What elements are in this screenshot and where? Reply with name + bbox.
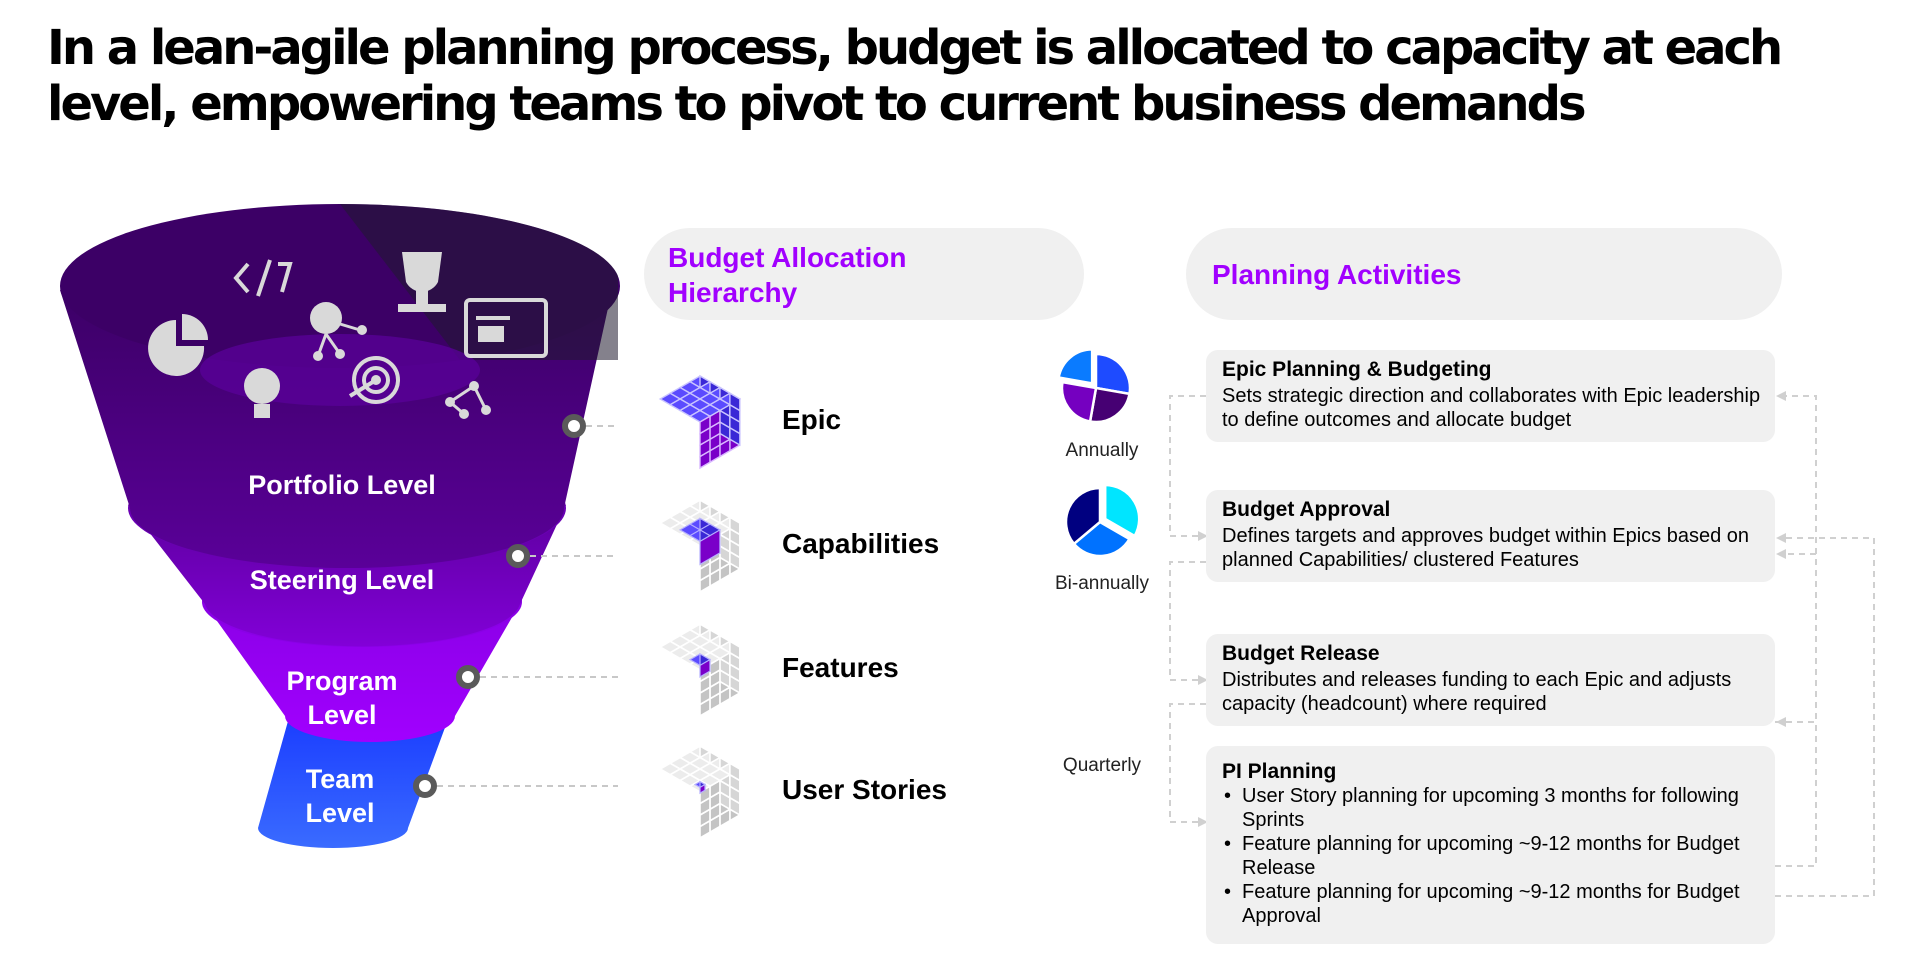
- pi-bullet: Feature planning for upcoming ~9-12 mont…: [1222, 880, 1767, 928]
- slide-title: In a lean-agile planning process, budget…: [47, 20, 1783, 132]
- cube-cell-left: [729, 392, 741, 412]
- team-level-label: Team Level: [305, 764, 375, 828]
- funnel-connector-nodes: [413, 414, 586, 798]
- card-pi-planning: PI Planning User Story planning for upco…: [1206, 746, 1775, 944]
- hierarchy-item-epic: Epic: [782, 404, 842, 435]
- pie-slice: [1064, 486, 1102, 546]
- card-body: Sets strategic direction and collaborate…: [1222, 385, 1761, 431]
- hierarchy-item-features: Features: [782, 652, 899, 683]
- card-body: Defines targets and approves budget with…: [1222, 525, 1750, 571]
- hierarchy-heading: Budget Allocation Hierarchy: [668, 242, 907, 308]
- cube-highlight-right: [699, 528, 721, 566]
- hierarchy-item-user-stories: User Stories: [782, 774, 947, 805]
- card-budget-approval: Budget Approval Defines targets and appr…: [1206, 490, 1775, 582]
- pie-slice: [1088, 386, 1131, 424]
- portfolio-level-label: Portfolio Level: [248, 470, 436, 500]
- funnel-team-band: [258, 714, 450, 848]
- frequency-annually: Annually: [1065, 440, 1139, 461]
- cube-cell-left: [729, 515, 741, 536]
- card-budget-release: Budget Release Distributes and releases …: [1206, 634, 1775, 726]
- pi-bullet: Feature planning for upcoming ~9-12 mont…: [1222, 832, 1767, 880]
- frequency-quarterly: Quarterly: [1062, 755, 1142, 776]
- dollar-network-icon: [310, 302, 367, 361]
- frequency-bi-annually: Bi-annually: [1055, 573, 1149, 594]
- card-title: Epic Planning & Budgeting: [1222, 358, 1492, 381]
- pie-slice: [1094, 352, 1132, 396]
- card-title: Budget Approval: [1222, 498, 1391, 521]
- program-level-label: Program Level: [286, 666, 398, 730]
- pie-slice: [1072, 520, 1132, 558]
- cube-highlight-right: [699, 783, 706, 795]
- steering-level-label: Steering Level: [249, 565, 435, 595]
- card-epic-planning: Epic Planning & Budgeting Sets strategic…: [1206, 350, 1775, 442]
- card-title: Budget Release: [1222, 642, 1380, 665]
- cube-cell-left: [729, 639, 741, 660]
- presentation-icon: [464, 298, 548, 358]
- hierarchy-heading-pill: [644, 228, 1084, 320]
- pie-slice: [1057, 350, 1094, 385]
- target-icon: [348, 356, 400, 404]
- cube-icons: [658, 374, 742, 840]
- cube-highlight-right: [699, 658, 711, 678]
- frequency-pies: [1057, 350, 1141, 558]
- pie-slice: [1103, 483, 1141, 538]
- card-title: PI Planning: [1222, 760, 1337, 783]
- pie-slice: [1060, 380, 1098, 423]
- cube-cell-left: [729, 761, 741, 782]
- cube-cell-right: [699, 415, 711, 435]
- pi-bullet: User Story planning for upcoming 3 month…: [1222, 784, 1767, 832]
- code-icon: [233, 259, 293, 297]
- card-body: Distributes and releases funding to each…: [1222, 669, 1732, 715]
- planning-heading-pill: [1186, 228, 1782, 320]
- cube-highlight-grid: [689, 523, 711, 537]
- trophy-icon: [398, 252, 446, 312]
- planning-heading: Planning Activities: [1212, 259, 1462, 290]
- lightbulb-gear-icon: [244, 368, 280, 418]
- pie-chart-icon: [148, 314, 208, 376]
- hierarchy-item-capabilities: Capabilities: [782, 528, 940, 559]
- network-icon: [445, 381, 491, 419]
- pi-planning-bullets: User Story planning for upcoming 3 month…: [1222, 784, 1767, 928]
- funnel-diagram: [60, 204, 620, 848]
